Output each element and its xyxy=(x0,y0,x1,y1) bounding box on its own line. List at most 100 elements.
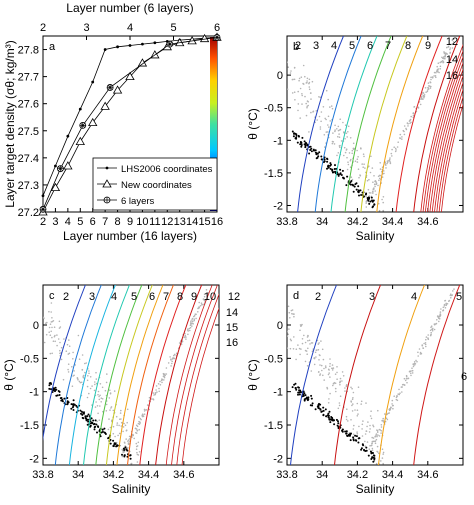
ts-point-gray xyxy=(118,432,121,435)
ts-point-gray xyxy=(318,96,320,98)
ts-point-gray xyxy=(314,351,317,354)
panel-a-point-new xyxy=(100,101,110,110)
ts-point-black xyxy=(327,166,330,169)
ts-point-gray xyxy=(157,383,160,385)
ts-point-gray xyxy=(362,153,365,155)
panel-c-ytick-label: 0 xyxy=(33,320,39,332)
panel-a-xtick-label: 7 xyxy=(102,216,108,228)
panel-a-point-lhs2006 xyxy=(66,134,70,138)
ts-point-gray xyxy=(451,39,454,42)
ts-point-gray xyxy=(112,425,115,428)
ts-point-gray xyxy=(331,364,334,366)
ts-point-gray xyxy=(189,329,191,332)
ts-point-gray xyxy=(125,429,128,432)
ts-point-black xyxy=(299,391,302,394)
panel-b-isopycnal-label: 7 xyxy=(385,40,391,52)
isopycnal-line-dense xyxy=(438,95,463,212)
ts-point-black xyxy=(310,394,313,397)
ts-point-gray xyxy=(394,150,397,153)
ts-point-black xyxy=(314,408,317,411)
ts-point-black xyxy=(293,383,296,386)
panel-a-point-new xyxy=(50,182,61,192)
panel-c-isopycnal-label: 14 xyxy=(226,307,238,319)
ts-point-gray xyxy=(352,147,355,150)
ts-point-black xyxy=(307,398,310,401)
panel-b-xtick-label: 33.8 xyxy=(276,216,297,228)
panel-d-axes-box xyxy=(286,284,464,466)
ts-point-black xyxy=(94,419,97,422)
ts-point-gray xyxy=(327,124,329,126)
ts-point-gray xyxy=(353,424,355,427)
ts-point-gray xyxy=(319,96,322,99)
ts-point-gray xyxy=(328,126,330,128)
ts-point-gray xyxy=(88,370,90,372)
ts-point-gray xyxy=(381,176,384,178)
ts-point-gray xyxy=(412,112,415,115)
ts-point-gray xyxy=(141,415,144,418)
ts-point-gray xyxy=(104,389,107,392)
panel-b-isopycnal-label: 12 xyxy=(446,36,458,48)
ts-point-gray xyxy=(350,419,352,421)
ts-point-gray xyxy=(301,103,303,105)
ts-point-gray xyxy=(337,125,340,128)
ts-point-black xyxy=(66,401,69,404)
ts-point-gray xyxy=(407,125,409,127)
ts-point-gray xyxy=(376,445,379,448)
ts-point-gray xyxy=(376,435,378,438)
ts-point-black xyxy=(333,423,336,426)
ts-point-gray xyxy=(52,320,55,322)
ts-point-gray xyxy=(443,51,446,54)
ts-point-gray xyxy=(405,127,407,130)
ts-point-gray xyxy=(429,81,432,83)
ts-point-gray xyxy=(371,447,374,450)
ts-point-gray xyxy=(451,294,454,296)
panel-b-isopycnal-label: 4 xyxy=(331,40,337,52)
ts-point-gray xyxy=(376,430,379,432)
ts-point-black xyxy=(327,412,330,415)
ts-point-black xyxy=(129,454,132,457)
ts-point-gray xyxy=(399,133,402,136)
ts-point-gray xyxy=(350,158,352,161)
ts-point-gray xyxy=(339,377,342,380)
ts-point-gray xyxy=(307,347,309,350)
ts-point-gray xyxy=(369,428,371,430)
ts-point-gray xyxy=(171,362,173,365)
ts-point-black xyxy=(337,174,340,177)
ts-point-black xyxy=(323,158,326,161)
ts-point-gray xyxy=(421,95,423,98)
ts-point-gray xyxy=(430,76,432,79)
ts-point-gray xyxy=(377,184,379,187)
ts-point-gray xyxy=(336,366,338,368)
ts-point-gray xyxy=(369,415,372,417)
ts-point-gray xyxy=(136,429,139,432)
ts-point-gray xyxy=(442,56,445,58)
ts-point-gray xyxy=(336,128,338,130)
ts-point-black xyxy=(121,453,123,456)
ts-point-black xyxy=(60,397,63,399)
ts-point-gray xyxy=(350,176,353,178)
ts-point-gray xyxy=(158,387,160,390)
ts-point-gray xyxy=(88,372,90,375)
panel-d-ytick-label: -2 xyxy=(273,453,283,465)
ts-point-black xyxy=(79,409,82,412)
ts-point-gray xyxy=(347,420,349,422)
ts-point-gray xyxy=(417,351,419,354)
ts-point-gray xyxy=(320,120,322,123)
ts-point-gray xyxy=(78,358,81,361)
ts-point-gray xyxy=(446,303,449,305)
ts-point-black xyxy=(124,446,127,449)
panel-c-xtick-label: 33.8 xyxy=(32,469,53,481)
ts-point-gray xyxy=(337,407,340,410)
panel-c-ytick-label: -1.5 xyxy=(20,420,39,432)
ts-point-gray xyxy=(448,299,451,302)
ts-point-gray xyxy=(302,83,305,85)
ts-point-gray xyxy=(367,188,370,191)
panel-b-xtick-label: 34.4 xyxy=(382,216,403,228)
panel-a-point-new xyxy=(75,136,85,146)
ts-point-black xyxy=(328,410,331,413)
ts-point-gray xyxy=(299,117,302,119)
ts-point-gray xyxy=(110,407,112,409)
ts-point-gray xyxy=(341,380,343,382)
ts-point-black xyxy=(66,397,69,399)
panel-d-ytick-label: -1 xyxy=(273,387,283,399)
